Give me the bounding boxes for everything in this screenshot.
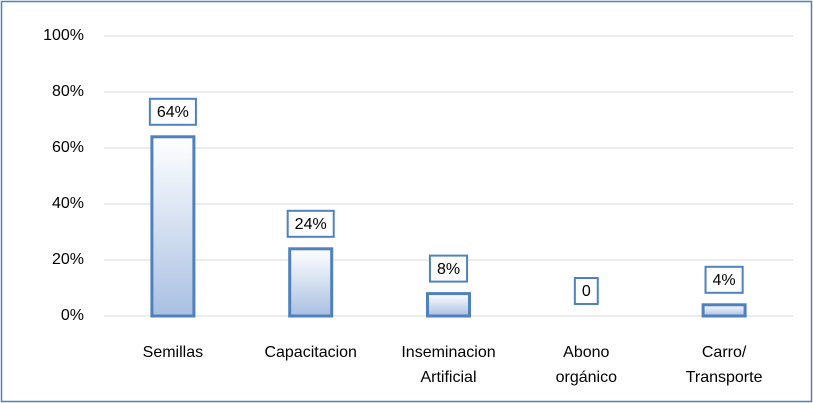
data-label: 24% <box>295 216 327 233</box>
data-label: 0 <box>582 283 591 300</box>
x-tick-label: Abono orgánico <box>555 344 617 386</box>
y-tick-label: 20% <box>52 251 84 268</box>
bar <box>426 292 471 318</box>
y-tick-label: 80% <box>52 83 84 100</box>
bar <box>288 247 334 318</box>
bar <box>701 303 747 318</box>
bar <box>150 135 196 318</box>
data-label-box <box>428 254 469 283</box>
x-tick-label: Capacitacion <box>264 344 357 361</box>
y-tick-label: 60% <box>52 139 84 156</box>
y-tick-label: 100% <box>43 27 84 44</box>
data-label-box <box>148 97 197 126</box>
x-tick-label: Inseminacion Artificial <box>401 344 496 386</box>
y-tick-label: 40% <box>52 195 84 212</box>
data-label: 8% <box>437 261 460 278</box>
y-tick-label: 0% <box>61 307 84 324</box>
x-tick-label: Semillas <box>142 344 204 361</box>
data-label-box <box>573 277 599 305</box>
x-tick-label: Carro/ Transporte <box>685 344 763 386</box>
data-label-box <box>704 265 744 294</box>
data-label: 4% <box>713 272 736 289</box>
data-label: 64% <box>157 104 189 121</box>
data-label-box <box>286 209 335 238</box>
